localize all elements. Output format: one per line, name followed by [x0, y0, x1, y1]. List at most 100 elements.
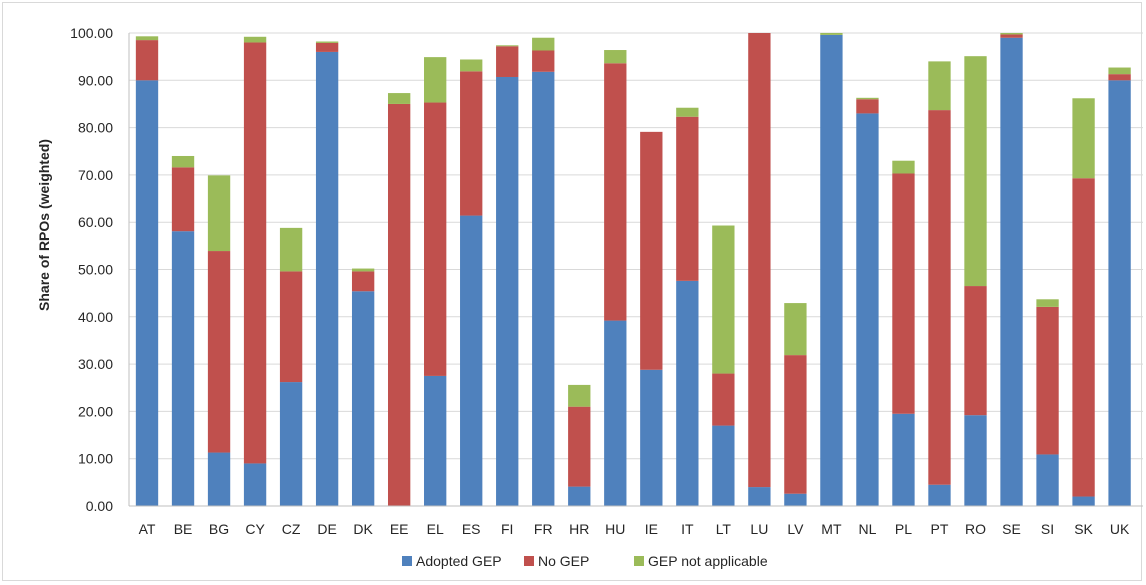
bar-segment-se-s0 [1000, 37, 1023, 506]
y-tick-label: 0.00 [86, 498, 113, 514]
bar-segment-ee-s1 [387, 103, 411, 506]
bar-segment-cy-s2 [243, 36, 267, 43]
x-tick-label-ro: RO [965, 521, 986, 537]
bar-segment-dk-s1 [351, 271, 375, 292]
x-tick-label-si: SI [1041, 521, 1054, 537]
x-tick-labels: AT BE BG CY CZ DE DK EE EL ES FI FR HR HU IE IT LT LU LV MT… [139, 521, 1130, 537]
x-tick-label-uk: UK [1110, 521, 1130, 537]
y-axis-title: Share of RPOs (weighted) [36, 139, 52, 311]
bar-segment-at-s1 [135, 40, 159, 81]
bar-segment-mt-s2 [820, 33, 843, 35]
bar-segment-bg-s1 [207, 251, 231, 453]
bar-segment-nl-s1 [856, 99, 879, 114]
bar-segment-el-s2 [424, 57, 447, 103]
x-tick-label-sk: SK [1074, 521, 1093, 537]
bar-segment-be-s1 [171, 167, 195, 232]
x-tick-label-pl: PL [895, 521, 912, 537]
bar-segment-lt-s0 [712, 425, 735, 506]
bar-segment-lu-s1 [748, 33, 771, 488]
bar-segment-dk-s2 [351, 268, 375, 272]
bar-segment-fr-s0 [532, 71, 555, 506]
bar-segment-pl-s2 [892, 160, 915, 174]
y-tick-label: 70.00 [78, 167, 113, 183]
bar-segment-pt-s2 [928, 61, 951, 111]
bar-segment-uk-s1 [1108, 74, 1131, 81]
bar-segment-be-s0 [171, 231, 195, 506]
x-tick-label-hu: HU [605, 521, 625, 537]
bar-segment-lv-s2 [784, 303, 807, 356]
legend-swatch-2 [634, 556, 644, 566]
axes [128, 33, 1143, 507]
bar-segment-pl-s0 [892, 413, 915, 506]
bar-segment-lv-s1 [784, 355, 807, 494]
x-tick-label-fr: FR [534, 521, 553, 537]
bar-segment-fi-s2 [496, 45, 519, 47]
bar-segment-ie-s0 [640, 369, 663, 506]
y-tick-label: 100.00 [70, 25, 113, 41]
x-tick-label-at: AT [139, 521, 156, 537]
bar-segment-uk-s2 [1108, 67, 1131, 75]
bar-segment-es-s0 [460, 215, 483, 506]
bar-segment-hu-s1 [604, 63, 627, 321]
bar-segment-el-s1 [424, 102, 447, 376]
bar-segment-es-s1 [460, 71, 483, 216]
bar-segment-nl-s0 [856, 113, 879, 506]
bar-segment-cz-s1 [279, 271, 303, 383]
bar-segment-pt-s0 [928, 484, 951, 506]
bar-segment-hu-s2 [604, 50, 627, 64]
bar-segment-cy-s0 [243, 463, 267, 506]
bar-segment-cz-s0 [279, 382, 303, 506]
x-tick-label-cy: CY [245, 521, 265, 537]
x-tick-label-be: BE [174, 521, 193, 537]
bar-segment-sk-s0 [1072, 496, 1095, 506]
bar-segment-lt-s1 [712, 373, 735, 426]
bar-segment-sk-s2 [1072, 98, 1095, 179]
y-tick-label: 20.00 [78, 403, 113, 419]
bar-segment-de-s0 [315, 51, 339, 507]
bar-segment-it-s0 [676, 280, 699, 506]
bar-segment-ie-s1 [640, 131, 663, 370]
bar-segment-lv-s0 [784, 493, 807, 506]
x-tick-label-es: ES [462, 521, 481, 537]
bar-segment-lt-s2 [712, 225, 735, 374]
bar-segment-hr-s2 [568, 384, 591, 407]
x-tick-label-de: DE [317, 521, 336, 537]
x-tick-label-it: IT [681, 521, 694, 537]
x-tick-label-hr: HR [569, 521, 589, 537]
bar-segment-uk-s0 [1108, 80, 1131, 507]
x-tick-label-ee: EE [390, 521, 409, 537]
bar-segment-hr-s1 [568, 406, 591, 487]
x-tick-label-lu: LU [750, 521, 768, 537]
y-tick-label: 10.00 [78, 451, 113, 467]
y-tick-labels: 0.00 10.00 20.00 30.00 40.00 50.00 60.00 70.00 8… [70, 25, 113, 514]
bar-segment-bg-s0 [207, 452, 231, 506]
bar-segment-se-s1 [1000, 34, 1023, 38]
x-tick-label-bg: BG [209, 521, 229, 537]
legend-label-2: GEP not applicable [648, 553, 768, 569]
x-tick-label-nl: NL [858, 521, 876, 537]
bar-segment-es-s2 [460, 59, 483, 72]
bar-segment-dk-s0 [351, 291, 375, 506]
bar-segment-nl-s2 [856, 97, 879, 100]
legend-label-1: No GEP [538, 553, 589, 569]
bar-segment-ro-s2 [964, 56, 987, 287]
bar-segment-el-s0 [424, 375, 447, 506]
legend: Adopted GEP No GEP GEP not applicable [402, 553, 768, 569]
bar-segment-cy-s1 [243, 42, 267, 464]
x-tick-label-mt: MT [821, 521, 842, 537]
x-tick-label-cz: CZ [282, 521, 301, 537]
bar-segment-si-s0 [1036, 454, 1059, 506]
bar-segment-fr-s2 [532, 37, 555, 51]
y-tick-label: 50.00 [78, 262, 113, 278]
bar-segment-si-s2 [1036, 299, 1059, 307]
bar-segment-it-s1 [676, 116, 699, 281]
bar-segment-fr-s1 [532, 50, 555, 72]
legend-label-0: Adopted GEP [416, 553, 502, 569]
y-tick-label: 40.00 [78, 309, 113, 325]
bar-segment-hu-s0 [604, 320, 627, 506]
bar-segment-fi-s0 [496, 76, 519, 506]
bar-segment-ro-s1 [964, 286, 987, 416]
bar-segment-se-s2 [1000, 33, 1023, 35]
x-tick-label-dk: DK [353, 521, 373, 537]
